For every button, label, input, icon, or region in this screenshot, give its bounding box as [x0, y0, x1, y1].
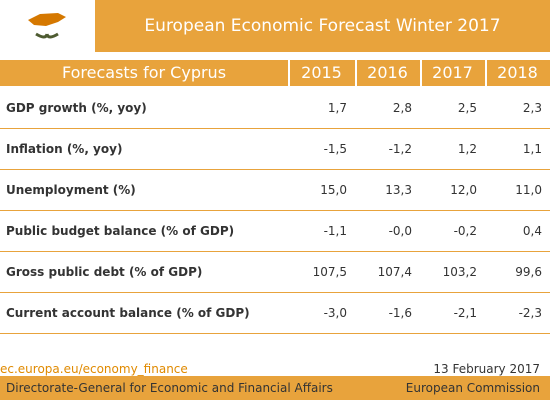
- cell-value: 11,0: [515, 183, 542, 197]
- column-divider: [485, 60, 487, 86]
- row-label: Inflation (%, yoy): [6, 142, 123, 156]
- column-header: 2017: [432, 63, 473, 82]
- column-header: 2015: [301, 63, 342, 82]
- cell-value: 1,2: [457, 142, 477, 156]
- cell-value: 2,5: [457, 101, 477, 115]
- cell-value: 0,4: [522, 224, 542, 238]
- flag: [0, 0, 95, 52]
- column-divider: [355, 60, 357, 86]
- cell-value: -2,1: [453, 306, 477, 320]
- cell-value: -0,0: [388, 224, 412, 238]
- row-separator: [0, 251, 550, 252]
- flag-island: [28, 13, 66, 26]
- cell-value: -3,0: [323, 306, 347, 320]
- row-separator: [0, 333, 550, 334]
- cell-value: 13,3: [385, 183, 412, 197]
- footer-link[interactable]: ec.europa.eu/economy_finance: [0, 362, 188, 376]
- cell-value: 107,5: [312, 265, 347, 279]
- row-separator: [0, 128, 550, 129]
- column-header: 2018: [497, 63, 538, 82]
- cell-value: 103,2: [442, 265, 477, 279]
- cell-value: 15,0: [320, 183, 347, 197]
- row-label: GDP growth (%, yoy): [6, 101, 147, 115]
- title: European Economic Forecast Winter 2017: [144, 16, 501, 36]
- cell-value: 99,6: [515, 265, 542, 279]
- row-separator: [0, 210, 550, 211]
- cell-value: 107,4: [377, 265, 412, 279]
- footer-left: Directorate-General for Economic and Fin…: [6, 381, 333, 395]
- cell-value: -2,3: [518, 306, 542, 320]
- row-separator: [0, 169, 550, 170]
- row-label: Gross public debt (% of GDP): [6, 265, 203, 279]
- flag-art: [28, 13, 66, 39]
- cell-value: 2,3: [522, 101, 542, 115]
- row-separator: [0, 292, 550, 293]
- row-label: Current account balance (% of GDP): [6, 306, 250, 320]
- column-header: 2016: [367, 63, 408, 82]
- table-header: [0, 60, 550, 86]
- cell-value: 1,1: [522, 142, 542, 156]
- table-caption: Forecasts for Cyprus: [61, 63, 227, 82]
- cell-value: -0,2: [453, 224, 477, 238]
- cell-value: -1,2: [388, 142, 412, 156]
- column-divider: [288, 60, 290, 86]
- flag-branches: [35, 32, 59, 39]
- row-label: Unemployment (%): [6, 183, 136, 197]
- footer-right: European Commission: [405, 381, 540, 395]
- cell-value: 12,0: [450, 183, 477, 197]
- cell-value: -1,1: [323, 224, 347, 238]
- column-divider: [420, 60, 422, 86]
- footer-date: 13 February 2017: [433, 362, 540, 376]
- cell-value: -1,5: [323, 142, 347, 156]
- cell-value: 1,7: [327, 101, 347, 115]
- row-label: Public budget balance (% of GDP): [6, 224, 235, 238]
- cell-value: -1,6: [388, 306, 412, 320]
- footer-bar: [0, 376, 550, 400]
- cell-value: 2,8: [392, 101, 412, 115]
